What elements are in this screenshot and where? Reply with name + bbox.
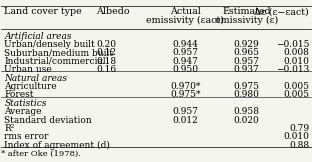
Text: Urban use: Urban use <box>4 65 52 74</box>
Text: Average: Average <box>4 107 42 116</box>
Text: 0.008: 0.008 <box>283 48 309 58</box>
Text: 0.975: 0.975 <box>234 82 260 91</box>
Text: 0.18: 0.18 <box>96 57 116 66</box>
Text: 0.16: 0.16 <box>96 65 116 74</box>
Text: Forest: Forest <box>4 91 34 99</box>
Text: R²: R² <box>4 124 15 133</box>
Text: Actual: Actual <box>170 7 201 16</box>
Text: 0.012: 0.012 <box>173 116 198 125</box>
Text: Δε (ε−εact): Δε (ε−εact) <box>254 7 309 16</box>
Text: 0.88: 0.88 <box>289 141 309 150</box>
Text: 0.944: 0.944 <box>173 40 198 49</box>
Text: 0.957: 0.957 <box>172 107 198 116</box>
Text: 0.005: 0.005 <box>283 91 309 99</box>
Text: 0.20: 0.20 <box>96 40 116 49</box>
Text: 0.950: 0.950 <box>172 65 198 74</box>
Text: 0.957: 0.957 <box>172 48 198 58</box>
Text: 0.010: 0.010 <box>283 57 309 66</box>
Text: 0.957: 0.957 <box>234 57 260 66</box>
Text: 0.975*: 0.975* <box>170 91 201 99</box>
Text: Natural areas: Natural areas <box>4 74 67 83</box>
Text: 0.929: 0.929 <box>234 40 260 49</box>
Text: Artificial areas: Artificial areas <box>4 32 72 41</box>
Text: rms error: rms error <box>4 133 49 141</box>
Text: 0.937: 0.937 <box>234 65 260 74</box>
Text: Agriculture: Agriculture <box>4 82 57 91</box>
Text: Urban/densely built: Urban/densely built <box>4 40 95 49</box>
Text: Suburban/medium built: Suburban/medium built <box>4 48 114 58</box>
Text: 0.970*: 0.970* <box>170 82 201 91</box>
Text: Standard deviation: Standard deviation <box>4 116 92 125</box>
Text: 0.958: 0.958 <box>234 107 260 116</box>
Text: Index of agreement (d): Index of agreement (d) <box>4 141 110 150</box>
Text: 0.005: 0.005 <box>283 82 309 91</box>
Text: emissivity (ε): emissivity (ε) <box>215 16 278 25</box>
Text: 0.947: 0.947 <box>173 57 198 66</box>
Text: Albedo: Albedo <box>96 7 130 16</box>
Text: 0.12: 0.12 <box>96 48 116 58</box>
Text: * after Oke (1978).: * after Oke (1978). <box>1 150 81 158</box>
Text: Statistics: Statistics <box>4 99 47 108</box>
Text: −0.013: −0.013 <box>276 65 309 74</box>
Text: Land cover type: Land cover type <box>4 7 82 16</box>
Text: 0.965: 0.965 <box>234 48 260 58</box>
Text: 0.020: 0.020 <box>234 116 260 125</box>
Text: 0.010: 0.010 <box>283 133 309 141</box>
Text: 0.980: 0.980 <box>234 91 260 99</box>
Text: Estimated: Estimated <box>222 7 271 16</box>
Text: Industrial/commercial: Industrial/commercial <box>4 57 106 66</box>
Text: emissivity (εact): emissivity (εact) <box>146 16 224 25</box>
Text: −0.015: −0.015 <box>275 40 309 49</box>
Text: 0.79: 0.79 <box>289 124 309 133</box>
